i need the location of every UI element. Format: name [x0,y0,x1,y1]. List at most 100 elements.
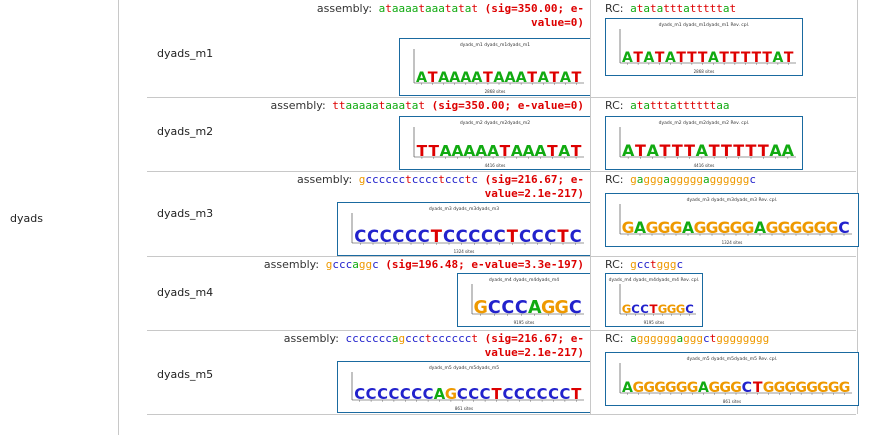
logo-letter: G [802,219,815,237]
nucleotide: c [444,332,452,345]
nucleotide: a [676,332,684,345]
logo-letter: T [571,386,582,403]
motif-logo[interactable]: dyads_m3 dyads_m3dyads_m3 1324 sites C C C C C… [337,202,591,256]
logo-letter: C [548,386,559,403]
nucleotide: t [676,99,684,112]
logo-letter: C [501,298,514,318]
nucleotide: t [385,2,392,15]
nucleotide: g [398,332,406,345]
nucleotide: a [630,332,637,345]
rc-label: RC: [605,2,624,15]
logo-letter: C [544,227,556,246]
logo-letter: T [428,70,438,86]
logo-letter: C [400,386,411,403]
nucleotide: a [391,332,399,345]
nucleotide: g [656,332,664,345]
logo-letter: G [445,386,457,403]
logo-letter: A [440,142,452,160]
logo-letter: T [572,70,582,86]
logo-letter: A [471,70,483,86]
nucleotide: a [398,2,406,15]
logo-letter: A [696,141,709,160]
logo-letter: A [452,142,464,160]
nucleotide: c [451,332,459,345]
logo-letter: G [718,219,731,237]
nucleotide: c [405,332,412,345]
logo-letter: T [752,50,762,66]
logo-letter: C [388,386,399,403]
rc-sequence: aggggggagggctgggggggg [630,332,769,345]
nucleotide: c [332,258,339,271]
logo-letter: T [429,142,440,160]
logo-title: dyads_m2 dyads_m2dyads_m2 [460,120,530,126]
nucleotide: t [663,99,670,112]
column-divider [590,0,591,97]
logo-sites: 2868 sites [485,89,506,94]
nucleotide: g [630,258,637,271]
nucleotide: a [352,99,359,112]
rc-motif-logo[interactable]: dyads_m5 dyads_m5dyads_m5 Rev. cpl. 861 s… [605,352,859,406]
rc-motif-logo[interactable]: dyads_m2 dyads_m2dyads_m2 Rev. cpl. 4416 … [605,116,803,170]
assembly-text: assembly: ttaaaaataaatat (sig=350.00; e-… [204,99,584,113]
rc-motif-logo[interactable]: dyads_m3 dyads_m3dyads_m3 Rev. cpl. 1324 … [605,193,859,247]
logo-title: dyads_m5 dyads_m5dyads_m5 Rev. cpl. [687,356,778,362]
logo-letter: A [504,70,516,86]
nucleotide: g [716,173,723,186]
logo-sites: 861 sites [455,406,473,411]
rc-sequence: atatttattttttaa [630,99,729,112]
nucleotide: t [689,2,697,15]
assembly-stats: (sig=216.67; e-value=2.1e-217) [484,173,584,200]
nucleotide: g [749,332,756,345]
nucleotide: c [418,173,426,186]
nucleotide: t [709,332,717,345]
nucleotide: a [451,2,459,15]
rc-motif-logo[interactable]: dyads_m4 dyads_m4dyads_m4 Rev. cpl. 9195 … [605,273,703,327]
logo-sites: 2868 sites [694,69,715,74]
motif-logo[interactable]: dyads_m4 dyads_m4dyads_m4 9195 sites G C C C A… [457,273,591,327]
logo-letter: G [541,298,555,318]
nucleotide: c [385,173,392,186]
nucleotide: g [736,332,743,345]
assembly-label: assembly: [283,332,339,345]
logo-canvas: dyads_m2 dyads_m2dyads_m2 Rev. cpl. 4416 … [619,120,796,168]
logo-letter: C [631,302,640,316]
logo-title: dyads_m5 dyads_m5dyads_m5 [429,365,499,371]
logo-canvas: dyads_m4 dyads_m4dyads_m4 Rev. cpl. 9195 … [609,277,700,325]
logo-letter: G [676,302,686,316]
rc-sequence: gagggagggggaggggggc [630,173,756,186]
logo-letter: T [660,141,671,160]
logo-sites: 1324 sites [722,240,743,245]
assembly-sequence: gcccaggc [326,258,379,271]
rc-motif-logo[interactable]: dyads_m1 dyads_m1dyads_m1 Rev. cpl. 2868 … [605,18,803,76]
logo-letter: A [769,141,782,160]
nucleotide: a [702,173,710,186]
logo-letter: C [569,298,582,318]
logo-letter: T [733,141,744,160]
logo-letter: A [772,50,783,66]
nucleotide: t [669,2,677,15]
motif-logo[interactable]: dyads_m5 dyads_m5dyads_m5 861 sites C C C C C C… [337,361,591,413]
logo-letter: G [665,380,677,396]
column-divider [590,256,591,330]
logo-letter: T [730,50,740,66]
logo-letter: G [654,380,666,396]
logo-letter: C [488,298,501,318]
nucleotide: t [405,173,412,186]
logo-title: dyads_m2 dyads_m2dyads_m2 Rev. cpl. [659,120,750,126]
nucleotide: g [325,258,333,271]
nucleotide: a [385,99,392,112]
nucleotide: t [471,332,479,345]
nucleotide: c [458,173,465,186]
assembly-sequence: ttaaaaataaatat [332,99,425,112]
nucleotide: a [636,173,644,186]
nucleotide: g [683,173,690,186]
nucleotide: c [431,332,439,345]
logo-letter: T [709,141,720,160]
nucleotide: t [709,2,717,15]
motif-logo[interactable]: dyads_m2 dyads_m2dyads_m2 4416 sites T T A A A… [399,116,591,170]
logo-letter: G [622,219,635,237]
motif-logo[interactable]: dyads_m1 dyads_m1dyads_m1 2868 sites A T A A A… [399,38,591,96]
rc-label: RC: [605,258,624,271]
